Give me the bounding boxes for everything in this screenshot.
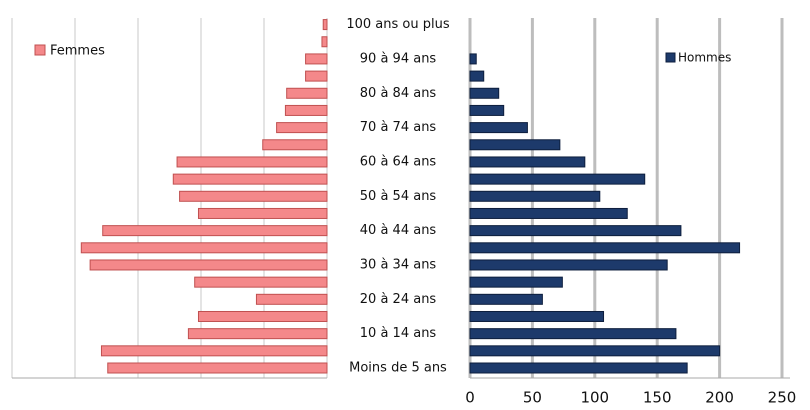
bar — [197, 207, 328, 219]
bar — [469, 70, 485, 82]
x-tick-label: 250 — [768, 389, 797, 407]
bar — [469, 225, 682, 237]
bar — [100, 345, 328, 357]
bar — [469, 53, 477, 65]
bar — [102, 225, 328, 237]
y-tick-label: 10 à 14 ans — [360, 326, 437, 341]
legend-swatch — [665, 52, 676, 63]
bar — [469, 139, 561, 151]
bar — [194, 276, 328, 288]
bar — [469, 293, 543, 305]
bar — [255, 293, 328, 305]
bar — [469, 190, 601, 202]
bar — [276, 122, 328, 134]
bar — [469, 156, 586, 168]
bar — [469, 122, 528, 134]
y-tick-label: 100 ans ou plus — [346, 17, 449, 32]
bar — [305, 70, 328, 82]
bar — [469, 259, 668, 271]
bar — [469, 173, 646, 185]
x-tick-label: 100 — [580, 389, 609, 407]
legend-swatch — [34, 44, 46, 56]
y-tick-label: 30 à 34 ans — [360, 257, 437, 272]
bar — [187, 328, 328, 340]
x-tick-label: 50 — [523, 389, 542, 407]
y-tick-label: 70 à 74 ans — [360, 120, 437, 135]
bar — [469, 310, 605, 322]
bar — [469, 104, 505, 116]
y-tick-label: 80 à 84 ans — [360, 86, 437, 101]
bar — [321, 36, 328, 48]
bar — [469, 328, 677, 340]
bar — [80, 242, 328, 254]
bar — [322, 19, 328, 31]
y-tick-label: 20 à 24 ans — [360, 292, 437, 307]
y-tick-label: 60 à 64 ans — [360, 154, 437, 169]
y-tick-label: 90 à 94 ans — [360, 51, 437, 66]
bar — [197, 310, 328, 322]
x-tick-label: 150 — [643, 389, 672, 407]
y-tick-label: 50 à 54 ans — [360, 189, 437, 204]
y-tick-label: 40 à 44 ans — [360, 223, 437, 238]
legend-label: Femmes — [50, 44, 105, 59]
bar — [469, 276, 563, 288]
bar — [469, 362, 688, 374]
bar — [262, 139, 328, 151]
bar — [89, 259, 328, 271]
bar — [179, 190, 328, 202]
bar — [176, 156, 328, 168]
bar — [469, 242, 741, 254]
bar — [469, 345, 721, 357]
bar — [107, 362, 328, 374]
legend-label: Hommes — [678, 51, 731, 65]
x-tick-label: 200 — [705, 389, 734, 407]
bar — [469, 207, 628, 219]
bar — [172, 173, 328, 185]
bar — [286, 87, 328, 99]
x-tick-label: 0 — [465, 389, 475, 407]
bar — [284, 104, 328, 116]
bar — [305, 53, 328, 65]
bar — [469, 87, 500, 99]
y-tick-label: Moins de 5 ans — [349, 361, 447, 376]
